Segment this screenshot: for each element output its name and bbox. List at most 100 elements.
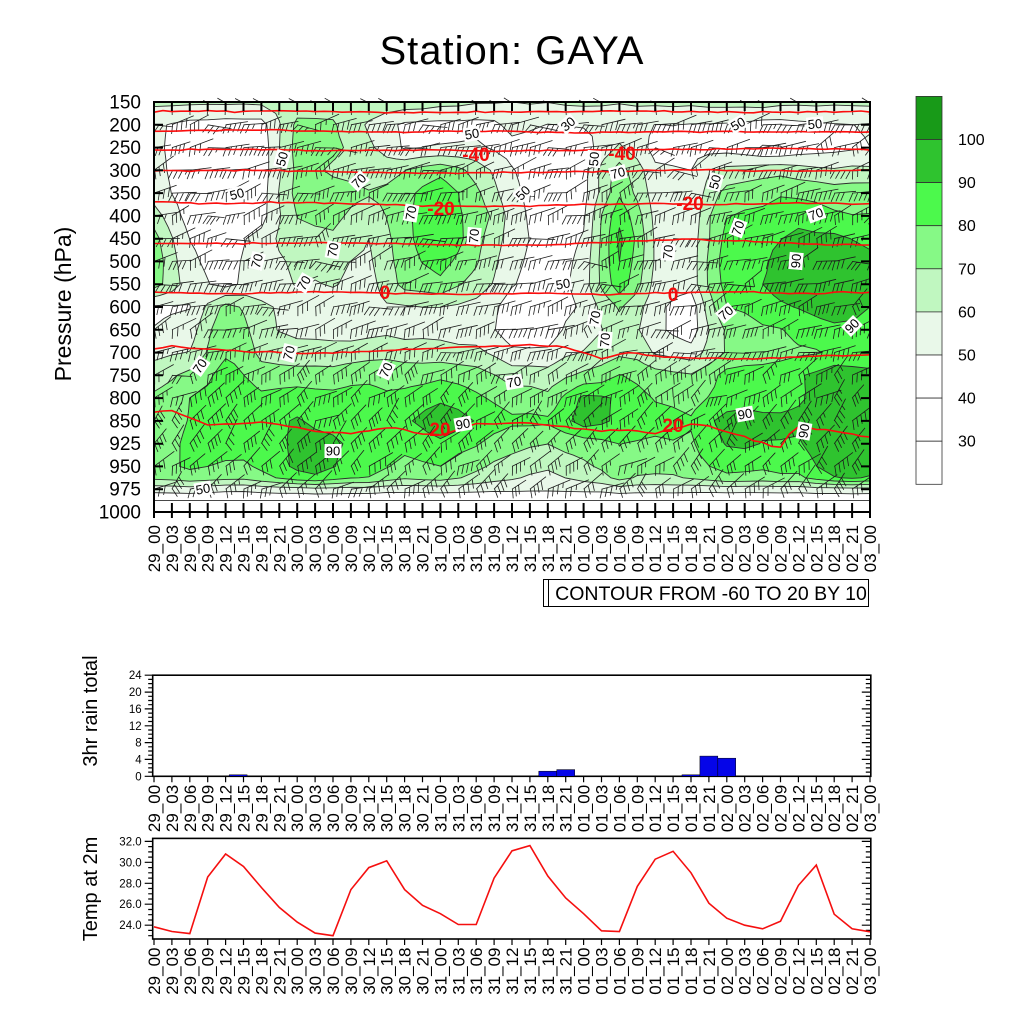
svg-text:50: 50 [706, 173, 724, 191]
svg-text:02_21: 02_21 [843, 525, 862, 572]
svg-text:29_00: 29_00 [145, 525, 164, 572]
svg-text:01_03: 01_03 [593, 948, 612, 995]
svg-text:70: 70 [280, 344, 298, 362]
svg-text:90: 90 [737, 405, 754, 422]
svg-text:31_18: 31_18 [539, 525, 558, 572]
svg-text:30_18: 30_18 [396, 525, 415, 572]
svg-text:29_21: 29_21 [270, 525, 289, 572]
svg-text:31_21: 31_21 [557, 785, 576, 832]
svg-text:01_15: 01_15 [664, 785, 683, 832]
svg-text:01_00: 01_00 [575, 525, 594, 572]
svg-text:50: 50 [464, 125, 481, 142]
svg-text:70: 70 [324, 242, 341, 259]
svg-text:Temp at 2m: Temp at 2m [80, 837, 102, 941]
svg-text:-40: -40 [462, 145, 489, 166]
svg-text:31_03: 31_03 [449, 785, 468, 832]
svg-text:30_12: 30_12 [360, 525, 379, 572]
svg-text:29_09: 29_09 [199, 948, 218, 995]
svg-text:30_18: 30_18 [396, 785, 415, 832]
svg-text:30_00: 30_00 [288, 948, 307, 995]
svg-text:31_21: 31_21 [557, 948, 576, 995]
svg-text:30_21: 30_21 [414, 948, 433, 995]
svg-text:350: 350 [109, 184, 141, 205]
svg-text:30_18: 30_18 [396, 948, 415, 995]
svg-text:01_21: 01_21 [700, 525, 719, 572]
svg-text:01_03: 01_03 [593, 785, 612, 832]
svg-text:-40: -40 [608, 144, 635, 165]
svg-text:600: 600 [109, 298, 141, 319]
svg-text:60: 60 [958, 304, 976, 321]
svg-text:750: 750 [109, 366, 141, 387]
svg-text:50: 50 [555, 275, 572, 292]
svg-text:450: 450 [109, 229, 141, 250]
svg-text:Station: GAYA: Station: GAYA [380, 29, 645, 73]
svg-text:01_21: 01_21 [700, 785, 719, 832]
svg-text:CONTOUR FROM -60 TO 20 BY 10: CONTOUR FROM -60 TO 20 BY 10 [555, 583, 867, 605]
svg-text:29_09: 29_09 [199, 525, 218, 572]
svg-text:02_09: 02_09 [772, 525, 791, 572]
svg-text:02_09: 02_09 [772, 785, 791, 832]
svg-text:550: 550 [109, 275, 141, 296]
svg-text:28.0: 28.0 [119, 878, 141, 890]
svg-text:01_21: 01_21 [700, 948, 719, 995]
svg-text:31_03: 31_03 [449, 948, 468, 995]
svg-text:30_21: 30_21 [414, 785, 433, 832]
svg-text:90: 90 [326, 444, 340, 459]
svg-text:02_03: 02_03 [736, 525, 755, 572]
svg-text:16: 16 [129, 704, 142, 716]
svg-text:50: 50 [273, 150, 291, 168]
svg-text:800: 800 [109, 389, 141, 410]
svg-text:31_15: 31_15 [521, 785, 540, 832]
svg-text:02_06: 02_06 [754, 525, 773, 572]
svg-text:31_03: 31_03 [449, 525, 468, 572]
svg-text:29_03: 29_03 [163, 948, 182, 995]
svg-text:01_15: 01_15 [664, 948, 683, 995]
svg-text:01_00: 01_00 [575, 948, 594, 995]
svg-text:29_03: 29_03 [163, 525, 182, 572]
svg-text:02_21: 02_21 [843, 785, 862, 832]
svg-text:50: 50 [228, 185, 246, 203]
svg-text:02_18: 02_18 [825, 948, 844, 995]
svg-text:31_09: 31_09 [485, 525, 504, 572]
svg-text:50: 50 [195, 480, 212, 497]
svg-text:02_03: 02_03 [736, 948, 755, 995]
svg-text:03_00: 03_00 [861, 948, 880, 995]
svg-text:30_15: 30_15 [378, 525, 397, 572]
svg-text:29_03: 29_03 [163, 785, 182, 832]
svg-text:02_12: 02_12 [789, 785, 808, 832]
svg-text:01_15: 01_15 [664, 525, 683, 572]
svg-text:29_18: 29_18 [252, 948, 271, 995]
svg-text:1000: 1000 [99, 503, 141, 524]
svg-text:29_06: 29_06 [181, 948, 200, 995]
svg-text:0: 0 [668, 285, 679, 306]
svg-text:31_00: 31_00 [431, 785, 450, 832]
svg-text:70: 70 [248, 252, 266, 270]
svg-text:31_00: 31_00 [431, 948, 450, 995]
svg-text:30_12: 30_12 [360, 785, 379, 832]
svg-text:02_12: 02_12 [789, 948, 808, 995]
svg-text:01_18: 01_18 [682, 948, 701, 995]
svg-text:02_03: 02_03 [736, 785, 755, 832]
svg-text:-20: -20 [676, 194, 703, 215]
svg-text:02_12: 02_12 [789, 525, 808, 572]
svg-text:24.0: 24.0 [119, 920, 141, 932]
svg-text:30_09: 30_09 [342, 785, 361, 832]
svg-text:31_12: 31_12 [503, 948, 522, 995]
svg-text:50: 50 [958, 348, 976, 365]
svg-text:03_00: 03_00 [861, 785, 880, 832]
svg-text:30_21: 30_21 [414, 525, 433, 572]
svg-text:30_03: 30_03 [306, 785, 325, 832]
svg-text:500: 500 [109, 252, 141, 273]
svg-text:850: 850 [109, 411, 141, 432]
svg-text:30_09: 30_09 [342, 525, 361, 572]
svg-text:01_12: 01_12 [646, 785, 665, 832]
svg-text:31_09: 31_09 [485, 785, 504, 832]
svg-text:30_03: 30_03 [306, 525, 325, 572]
svg-text:02_00: 02_00 [718, 948, 737, 995]
svg-text:02_18: 02_18 [825, 525, 844, 572]
svg-text:01_03: 01_03 [593, 525, 612, 572]
svg-text:200: 200 [109, 115, 141, 136]
svg-text:90: 90 [455, 415, 472, 432]
svg-text:29_12: 29_12 [217, 948, 236, 995]
svg-text:02_21: 02_21 [843, 948, 862, 995]
